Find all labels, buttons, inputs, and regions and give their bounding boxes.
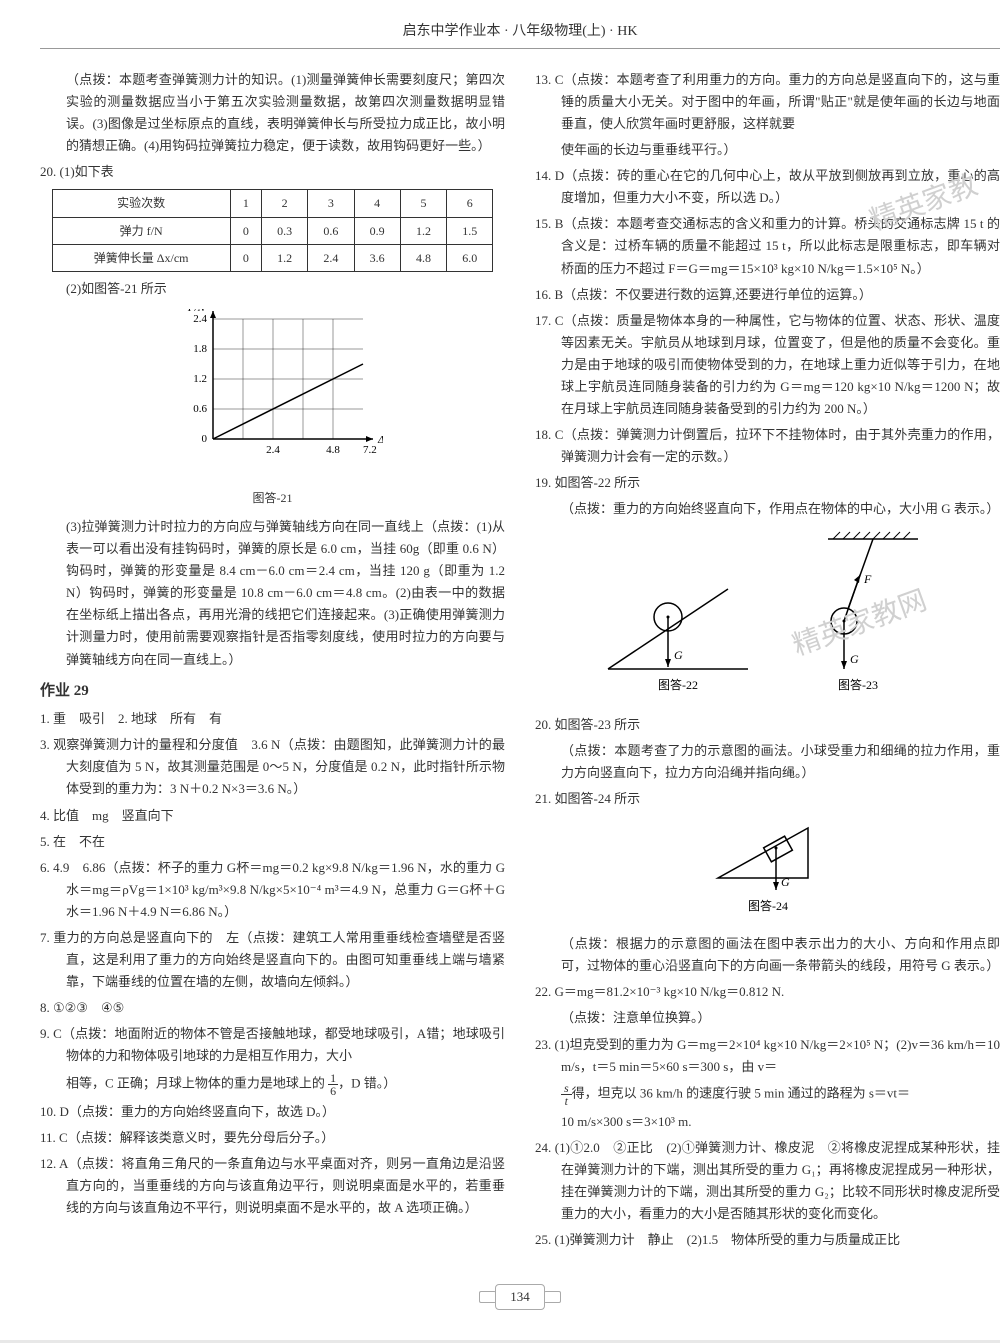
a23-mid: 得，坦克以 36 km/h 的速度行驶 5 min 通过的路程为 s＝vt＝: [572, 1085, 910, 1100]
figure-21-caption: 图答-21: [40, 488, 505, 508]
svg-text:G: G: [850, 652, 859, 666]
answer-16: 16. B（点拨：不仅要进行数的运算,还要进行单位的运算。）: [535, 284, 1000, 306]
svg-text:G: G: [674, 648, 683, 662]
td: 3.6: [354, 245, 400, 272]
answer-25: 25. (1)弹簧测力计 静止 (2)1.5 物体所受的重力与质量成正比: [535, 1229, 1000, 1251]
td: 4.8: [400, 245, 446, 272]
answer-24: 24. (1)①2.0 ②正比 (2)①弹簧测力计、橡皮泥 ②将橡皮泥捏成某种形…: [535, 1137, 1000, 1225]
svg-text:Δx/cm: Δx/cm: [377, 434, 383, 446]
td: 1.2: [400, 217, 446, 244]
answer-10: 10. D（点拨：重力的方向始终竖直向下，故选 D。）: [40, 1101, 505, 1123]
answer-7: 7. 重力的方向总是竖直向下的 左（点拨：建筑工人常用重垂线检查墙壁是否竖直，这…: [40, 927, 505, 993]
q20-3: (3)拉弹簧测力计时拉力的方向应与弹簧轴线方向在同一直线上（点拨：(1)从表一可…: [40, 516, 505, 671]
a9-end: ，D 错。）: [338, 1075, 396, 1090]
th: 弹力 f/N: [52, 217, 230, 244]
svg-text:7.2: 7.2: [363, 444, 377, 456]
answer-9b: 相等，C 正确；月球上物体的重力是地球上的 1 6 ，D 错。）: [40, 1072, 505, 1097]
q20-2: (2)如图答-21 所示: [40, 278, 505, 300]
frac-den: t: [561, 1095, 572, 1107]
a9-post: 相等，C 正确；月球上物体的重力是地球上的: [66, 1075, 325, 1090]
answer-3: 3. 观察弹簧测力计的量程和分度值 3.6 N（点拨：由题图知，此弹簧测力计的最…: [40, 734, 505, 800]
answer-14: 14. D（点拨：砖的重心在它的几何中心上，故从平放到侧放再到立放，重心的高度增…: [535, 165, 1000, 209]
answer-13b: 使年画的长边与重垂线平行。）: [535, 139, 1000, 161]
figure-24: G 图答-24: [535, 818, 1000, 925]
answer-19: 19. 如图答-22 所示: [535, 472, 1000, 494]
answer-17: 17. C（点拨：质量是物体本身的一种属性，它与物体的位置、状态、形状、温度等因…: [535, 310, 1000, 420]
answer-13: 13. C（点拨：本题考查了利用重力的方向。重力的方向总是竖直向下的，这与重锤的…: [535, 69, 1000, 135]
td: 2.4: [308, 245, 354, 272]
svg-text:0.6: 0.6: [193, 403, 207, 415]
svg-text:F: F: [863, 572, 872, 586]
svg-text:图答-24: 图答-24: [748, 898, 788, 913]
svg-text:2.4: 2.4: [266, 444, 280, 456]
td: 3: [308, 190, 354, 217]
experiment-table: 实验次数 1 2 3 4 5 6 弹力 f/N 0 0.3 0.6 0.9 1.…: [52, 189, 494, 272]
answer-12: 12. A（点拨：将直角三角尺的一条直角边与水平桌面对齐，则另一直角边是沿竖直方…: [40, 1153, 505, 1219]
answer-22: 22. G＝mg＝81.2×10⁻³ kg×10 N/kg＝0.812 N.: [535, 981, 1000, 1003]
th: 实验次数: [52, 190, 230, 217]
td: 1: [230, 190, 261, 217]
svg-text:1.8: 1.8: [193, 343, 207, 355]
answer-20: 20. 如图答-23 所示: [535, 714, 1000, 736]
main-content: （点拨：本题考查弹簧测力计的知识。(1)测量弹簧伸长需要刻度尺；第四次实验的测量…: [40, 69, 1000, 1269]
answer-6: 6. 4.9 6.86（点拨：杯子的重力 G杯＝mg＝0.2 kg×9.8 N/…: [40, 857, 505, 923]
hw29-title: 作业 29: [40, 679, 505, 705]
td: 4: [354, 190, 400, 217]
td: 1.2: [262, 245, 308, 272]
td: 0.3: [262, 217, 308, 244]
answer-23a: 23. (1)坦克受到的重力为 G＝mg＝2×10⁴ kg×10 N/kg＝2×…: [535, 1034, 1000, 1078]
td: 6.0: [447, 245, 493, 272]
answer-9a: 9. C（点拨：地面附近的物体不管是否接触地球，都受地球吸引，A错；地球吸引物体…: [40, 1023, 505, 1067]
q20-1: 20. (1)如下表: [40, 161, 505, 183]
td: 1.5: [447, 217, 493, 244]
answer-5: 5. 在 不在: [40, 831, 505, 853]
svg-text:1.2: 1.2: [193, 373, 207, 385]
answer-18: 18. C（点拨：弹簧测力计倒置后，拉环下不挂物体时，由于其外壳重力的作用，弹簧…: [535, 424, 1000, 468]
td: 0.9: [354, 217, 400, 244]
page-header: 启东中学作业本 · 八年级物理(上) · HK: [40, 20, 1000, 49]
svg-text:4.8: 4.8: [326, 444, 340, 456]
frac-num: 1: [328, 1072, 338, 1085]
answer-1: 1. 重 吸引 2. 地球 所有 有: [40, 708, 505, 730]
answer-21: 21. 如图答-24 所示: [535, 788, 1000, 810]
th: 弹簧伸长量 Δx/cm: [52, 245, 230, 272]
answer-8: 8. ①②③ ④⑤: [40, 997, 505, 1019]
figure-21: F/N 0 0.6 1.2 1.8 2.4 2.4 4.8 7.2 Δx/cm …: [40, 309, 505, 508]
svg-text:G: G: [781, 875, 790, 889]
answer-11: 11. C（点拨：解释该类意义时，要先分母后分子。）: [40, 1127, 505, 1149]
svg-text:2.4: 2.4: [193, 313, 207, 325]
answer-20-tip: （点拨：本题考查了力的示意图的画法。小球受重力和细绳的拉力作用，重力方向竖直向下…: [535, 740, 1000, 784]
frac-den: 6: [328, 1085, 338, 1097]
answer-15: 15. B（点拨：本题考查交通标志的含义和重力的计算。桥头的交通标志牌 15 t…: [535, 213, 1000, 279]
svg-text:图答-23: 图答-23: [838, 677, 878, 692]
td: 5: [400, 190, 446, 217]
page-number: 134: [40, 1284, 1000, 1310]
answer-23c: 10 m/s×300 s＝3×10³ m.: [535, 1111, 1000, 1133]
answer-19-tip: （点拨：重力的方向始终竖直向下，作用点在物体的中心，大小用 G 表示。）: [535, 498, 1000, 520]
answer-4: 4. 比值 mg 竖直向下: [40, 805, 505, 827]
frac-num: s: [561, 1082, 572, 1095]
td: 2: [262, 190, 308, 217]
td: 0: [230, 217, 261, 244]
td: 0.6: [308, 217, 354, 244]
answer-23b: s t 得，坦克以 36 km/h 的速度行驶 5 min 通过的路程为 s＝v…: [535, 1082, 1000, 1107]
td: 6: [447, 190, 493, 217]
answer-22-tip: （点拨：注意单位换算。）: [535, 1007, 1000, 1029]
answer-21-tip: （点拨：根据力的示意图的画法在图中表示出力的大小、方向和作用点即可，过物体的重心…: [535, 933, 1000, 977]
page-number-box: 134: [495, 1284, 545, 1310]
figure-22-23: G F G 图答-22 图答-23: [535, 529, 1000, 706]
q20-intro: （点拨：本题考查弹簧测力计的知识。(1)测量弹簧伸长需要刻度尺；第四次实验的测量…: [40, 69, 505, 157]
svg-text:图答-22: 图答-22: [658, 677, 698, 692]
td: 0: [230, 245, 261, 272]
svg-text:0: 0: [201, 433, 207, 445]
